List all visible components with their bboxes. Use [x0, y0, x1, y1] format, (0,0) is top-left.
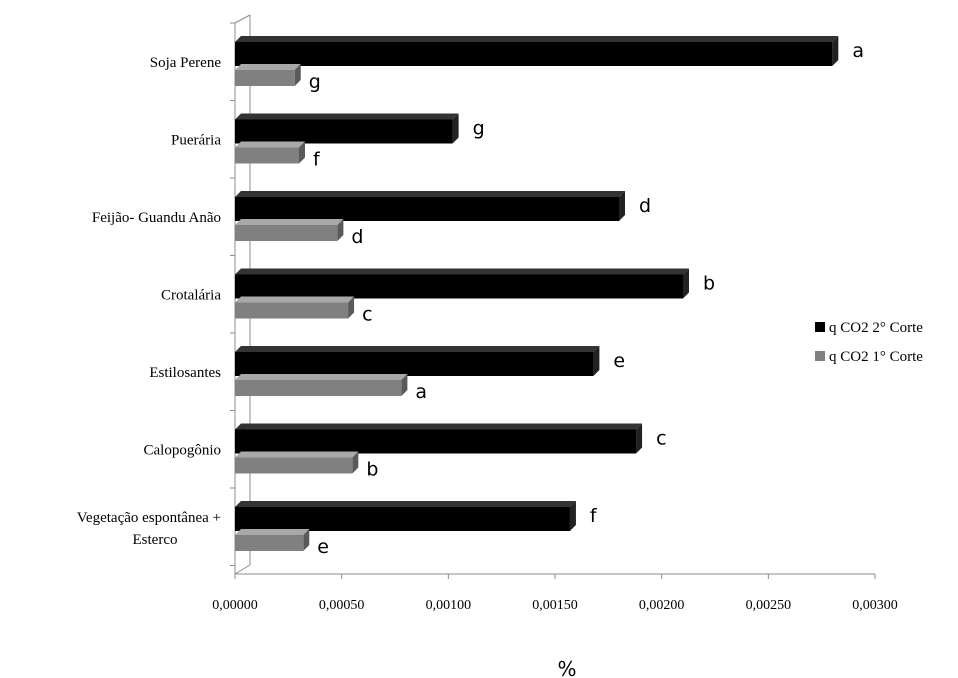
bar-1-corte-front-face — [235, 147, 299, 164]
x-axis-ticks: 0,00000 0,00050 0,00100 0,00150 0,00200 0,002… — [212, 574, 898, 613]
bar-1-corte — [235, 141, 305, 164]
bar-2-corte-letter: d — [639, 195, 651, 217]
bar-2-corte — [235, 36, 839, 66]
bar-2-corte-top-face — [235, 501, 576, 507]
x-tick-label: 0,00300 — [852, 598, 898, 613]
bar-1-corte-letter: e — [317, 536, 329, 558]
bar-2-corte-top-face — [235, 113, 459, 120]
bar-1-corte-letter: c — [362, 304, 372, 326]
bar-1-corte-top-face — [235, 374, 408, 380]
category-label: Vegetação espontânea + Esterco — [77, 510, 221, 548]
bar-1-corte-top-face — [235, 219, 344, 225]
bar-2-corte-front-face — [235, 507, 570, 531]
bar-2-corte-top-face — [235, 191, 625, 197]
category-label: Feijão- Guandu Anão — [92, 210, 221, 226]
bar-2-corte-letter: e — [613, 350, 625, 372]
bar-1-corte-letter: d — [351, 226, 363, 248]
bar-2-corte-letter: g — [473, 118, 485, 140]
legend-swatch — [815, 351, 825, 361]
bar-1-corte-side-face — [348, 296, 355, 319]
bar-1-corte-top-face — [235, 64, 301, 70]
bar-1-corte — [235, 451, 359, 474]
bar-2-corte-side-face — [683, 268, 689, 299]
x-axis-label: % — [557, 657, 576, 678]
bar-2-corte-side-face — [569, 501, 576, 531]
bar-2-corte-letter: f — [590, 505, 598, 527]
bar-1-corte-side-face — [401, 374, 408, 396]
bar-2-corte — [235, 191, 625, 221]
bar-1-corte-letter: b — [366, 459, 378, 481]
bar-2-corte-letter: c — [656, 428, 666, 450]
bar-1-corte — [235, 64, 301, 86]
bar-1-corte-side-face — [303, 529, 310, 551]
bar-2-corte — [235, 423, 643, 454]
bar-2-corte-top-face — [235, 423, 643, 430]
legend-label: q CO2 1° Corte — [829, 349, 923, 365]
bar-2-corte-front-face — [235, 42, 833, 66]
bar-2-corte-side-face — [593, 346, 600, 376]
bar-2-corte-side-face — [452, 113, 459, 144]
bar-2-corte-top-face — [235, 346, 600, 352]
bar-2-corte-front-face — [235, 274, 683, 299]
bar-2-corte-front-face — [235, 352, 594, 376]
bar-2-corte-letter: b — [703, 273, 715, 295]
category-labels: Soja Perene Puerária Feijão- Guandu Anão Cr… — [77, 55, 222, 548]
x-tick-label: 0,00150 — [532, 598, 578, 613]
bar-1-corte — [235, 374, 408, 396]
bar-2-corte-letter: a — [852, 40, 864, 62]
bar-1-corte-front-face — [235, 380, 402, 396]
bar-1-corte-front-face — [235, 70, 295, 86]
bar-2-corte — [235, 501, 576, 531]
wall-bottom-edge — [234, 564, 251, 575]
wall-top-edge — [234, 14, 251, 24]
bar-2-corte-side-face — [619, 191, 625, 221]
legend-label: q CO2 2° Corte — [829, 320, 923, 336]
category-label: Estilosantes — [149, 365, 221, 381]
x-tick-label: 0,00100 — [426, 598, 472, 613]
category-label: Calopogônio — [144, 442, 222, 458]
bar-2-corte-front-face — [235, 119, 453, 144]
legend-swatch — [815, 322, 825, 332]
x-tick-label: 0,00050 — [319, 598, 365, 613]
bar-1-corte-top-face — [235, 529, 310, 535]
category-label: Soja Perene — [150, 55, 222, 71]
category-label: Puerária — [171, 132, 221, 148]
bar-1-corte-letter: f — [313, 149, 321, 171]
bar-1-corte-side-face — [337, 219, 344, 241]
bar-2-corte-front-face — [235, 429, 637, 454]
bars-group: a g g f d d b c e a c b f e — [235, 36, 864, 558]
bar-2-corte-top-face — [235, 36, 839, 42]
bar-1-corte-top-face — [235, 451, 359, 458]
category-label: Crotalária — [161, 287, 221, 303]
bar-2-corte-front-face — [235, 197, 619, 221]
bar-1-corte — [235, 219, 344, 241]
bar-1-corte-front-face — [235, 535, 304, 551]
bar-2-corte — [235, 113, 459, 144]
bar-1-corte-front-face — [235, 302, 349, 319]
bar-1-corte — [235, 529, 310, 551]
bar-1-corte-side-face — [352, 451, 359, 474]
bar-1-corte-front-face — [235, 457, 353, 474]
bar-1-corte-letter: a — [415, 381, 427, 403]
x-tick-label: 0,00000 — [212, 598, 258, 613]
bar-1-corte — [235, 296, 355, 319]
bar-2-corte-side-face — [636, 423, 643, 454]
bar-1-corte-side-face — [294, 64, 301, 86]
bar-2-corte-top-face — [235, 268, 689, 275]
bar-1-corte-front-face — [235, 225, 338, 241]
x-tick-label: 0,00250 — [746, 598, 792, 613]
bar-1-corte-letter: g — [309, 71, 321, 93]
bar-1-corte-top-face — [235, 141, 305, 148]
bar-2-corte — [235, 346, 600, 376]
x-tick-label: 0,00200 — [639, 598, 685, 613]
bar-1-corte-side-face — [299, 141, 305, 164]
bar-2-corte — [235, 268, 689, 299]
legend: q CO2 2° Corte q CO2 1° Corte — [815, 320, 923, 365]
bar-2-corte-side-face — [832, 36, 839, 66]
bar-1-corte-top-face — [235, 296, 355, 303]
